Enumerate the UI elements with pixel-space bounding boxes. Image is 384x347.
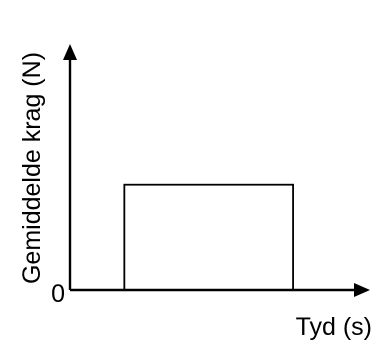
x-axis-label: Tyd (s) xyxy=(296,313,372,341)
chart-marks xyxy=(123,183,294,291)
force-pulse-bar xyxy=(123,183,294,291)
origin-label: 0 xyxy=(51,280,65,308)
y-axis-label: Gemiddelde krag (N) xyxy=(18,52,46,284)
x-axis-arrowhead xyxy=(354,283,370,297)
y-axis-arrowhead xyxy=(63,44,77,60)
